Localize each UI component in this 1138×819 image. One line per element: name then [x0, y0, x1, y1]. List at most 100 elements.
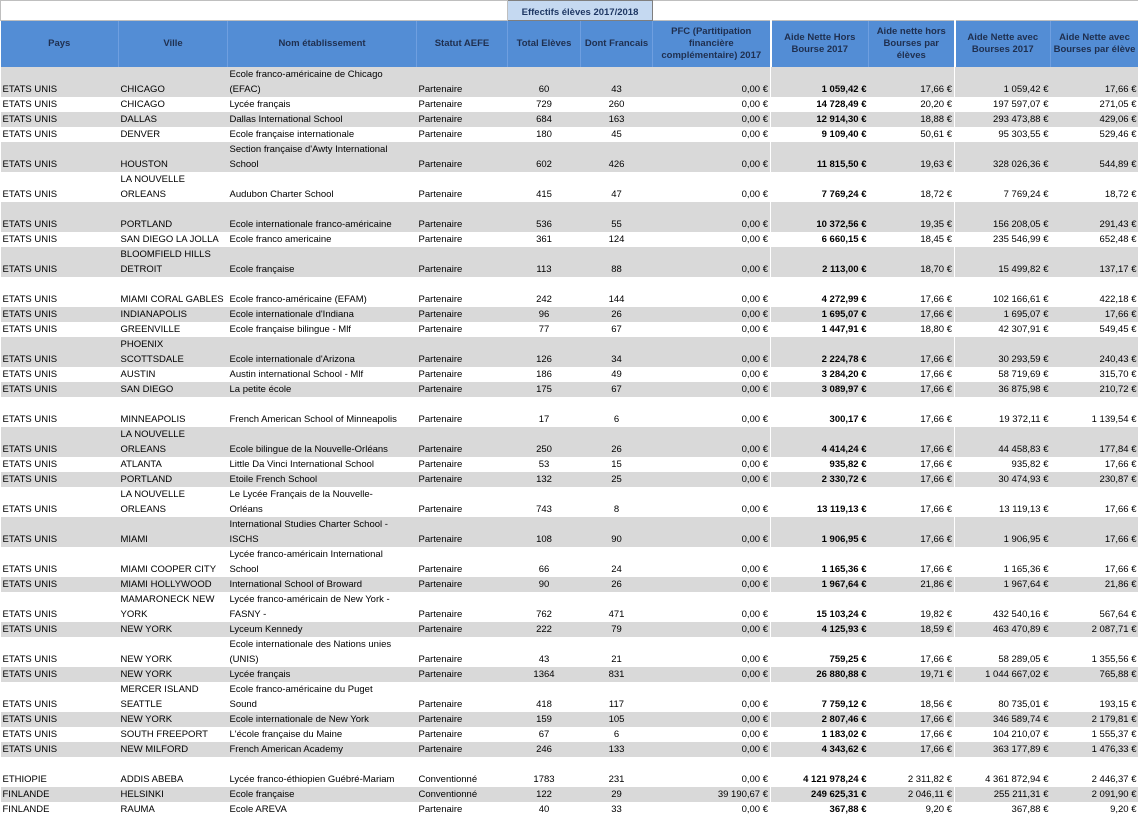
- cell: 122: [507, 787, 581, 802]
- cell: 463 470,89 €: [954, 622, 1051, 637]
- cell: 0,00 €: [652, 127, 772, 142]
- cell: 0,00 €: [652, 457, 772, 472]
- cell: 17,66 €: [868, 727, 956, 742]
- cell: 935,82 €: [1011, 459, 1049, 470]
- cell: 17,66 €: [868, 277, 956, 307]
- cell: 108: [507, 517, 581, 547]
- cell: Audubon Charter School: [229, 189, 334, 200]
- cell: 17,66 €: [868, 367, 956, 382]
- cell: Partenaire: [416, 427, 508, 457]
- cell: 15: [611, 459, 622, 470]
- cell: Little Da Vinci International School: [229, 459, 375, 470]
- cell: 0,00 €: [652, 472, 772, 487]
- table-row: ETATS UNIS MAMARONECK NEW YORK Lycée franc…: [1, 592, 1138, 622]
- cell: 50,61 €: [868, 127, 956, 142]
- cell: 104 210,07 €: [993, 729, 1049, 740]
- cell: Partenaire: [416, 307, 508, 322]
- cell: 3 284,20 €: [821, 369, 867, 380]
- cell: ETATS UNIS: [0, 112, 119, 127]
- cell: Lycée franco-éthiopien Guébré-Mariam: [229, 774, 395, 785]
- cell: 2 046,11 €: [868, 787, 956, 802]
- table-row: FINLANDE HELSINKI Ecole française Conventio…: [0, 787, 1138, 802]
- cell: 18,88 €: [868, 112, 956, 127]
- cell: 17,66 €: [868, 427, 956, 457]
- cell: 17,66 €: [868, 382, 956, 397]
- cell: 602: [507, 142, 581, 172]
- cell: ETATS UNIS: [2, 129, 58, 140]
- cell: Ecole bilingue de la Nouvelle-Orléans: [227, 427, 417, 457]
- cell: Partenaire: [416, 247, 508, 277]
- cell: ETATS UNIS: [2, 414, 58, 425]
- cell: 346 589,74 €: [954, 712, 1051, 727]
- cell: 40: [538, 804, 550, 815]
- cell: 235 546,99 €: [993, 234, 1049, 245]
- cell: MIAMI CORAL GABLES: [120, 294, 224, 305]
- cell: ADDIS ABEBA: [120, 774, 184, 785]
- cell: ETATS UNIS: [0, 202, 119, 232]
- cell: 0,00 €: [652, 547, 772, 577]
- cell: 193,15 €: [1099, 699, 1137, 710]
- cell: ETATS UNIS: [0, 382, 119, 397]
- cell: 4 121 978,24 €: [803, 774, 867, 785]
- cell: 7 759,12 €: [821, 699, 867, 710]
- cell: HELSINKI: [118, 787, 228, 802]
- cell: Partenaire: [418, 129, 463, 140]
- cell: 1 555,37 €: [1091, 729, 1137, 740]
- cell: 17: [538, 414, 550, 425]
- cell: 66: [538, 564, 550, 575]
- cell: 17,66 €: [868, 472, 956, 487]
- cell: FINLANDE: [2, 804, 50, 815]
- table-row: ETATS UNIS MERCER ISLAND SEATTLE Ecole fra…: [1, 682, 1138, 712]
- cell: 67: [611, 324, 622, 335]
- cell: 0,00 €: [652, 682, 772, 712]
- cell: 2 224,78 €: [770, 337, 869, 367]
- cell: NEW YORK: [118, 712, 228, 727]
- cell: 17,66 €: [868, 742, 956, 757]
- table-row: ETATS UNIS NEW YORK Lycée français Partenai…: [0, 667, 1138, 682]
- cell: 90: [580, 517, 653, 547]
- cell: L'école française du Maine: [229, 729, 343, 740]
- cell: 0,00 €: [652, 202, 772, 232]
- cell: Ecole internationale d'Arizona: [227, 337, 417, 367]
- column-header: Aide Nette Hors Bourse 2017: [770, 20, 870, 67]
- cell: 34: [580, 337, 653, 367]
- cell: 17,66 €: [868, 397, 956, 427]
- blank-cell: [652, 0, 1138, 21]
- table-row: ETATS UNIS MIAMI CORAL GABLES Ecole franco…: [1, 277, 1138, 307]
- cell: 246: [507, 742, 581, 757]
- cell: 0,00 €: [652, 742, 772, 757]
- cell: 0,00 €: [652, 802, 772, 817]
- table-row: ETATS UNIS SOUTH FREEPORT L'école français…: [1, 727, 1138, 742]
- cell: 26: [580, 577, 653, 592]
- cell: LA NOUVELLE ORLEANS: [120, 489, 185, 515]
- cell: 177,84 €: [1050, 427, 1138, 457]
- table-row: ETATS UNIS LA NOUVELLE ORLEANS Audubon Cha…: [1, 172, 1138, 202]
- cell: 29: [580, 787, 653, 802]
- cell: ETATS UNIS: [0, 142, 119, 172]
- cell: CHICAGO: [118, 67, 228, 97]
- cell: 1 165,36 €: [821, 564, 867, 575]
- cell: SOUTH FREEPORT: [120, 729, 208, 740]
- cell: 9,20 €: [1110, 804, 1137, 815]
- cell: 0,00 €: [652, 112, 772, 127]
- cell: 2 113,00 €: [770, 247, 869, 277]
- cell: 367,88 €: [829, 804, 867, 815]
- cell: 126: [507, 337, 581, 367]
- cell: 53: [538, 459, 550, 470]
- cell: 49: [611, 369, 622, 380]
- cell: 144: [608, 294, 625, 305]
- cell: Partenaire: [418, 234, 463, 245]
- cell: 240,43 €: [1050, 337, 1138, 367]
- cell: Etoile French School: [227, 472, 417, 487]
- cell: CHICAGO: [120, 99, 165, 110]
- cell: 30 293,59 €: [954, 337, 1051, 367]
- cell: 2 311,82 €: [868, 757, 956, 787]
- table-row: ETATS UNIS MIAMI International Studies Cha…: [0, 517, 1138, 547]
- cell: 17,66 €: [868, 457, 956, 472]
- cell: 159: [507, 712, 581, 727]
- cell: 18,70 €: [868, 247, 956, 277]
- cell: Lycée franco-américain de New York - FAS…: [229, 594, 390, 620]
- cell: 19,63 €: [868, 142, 956, 172]
